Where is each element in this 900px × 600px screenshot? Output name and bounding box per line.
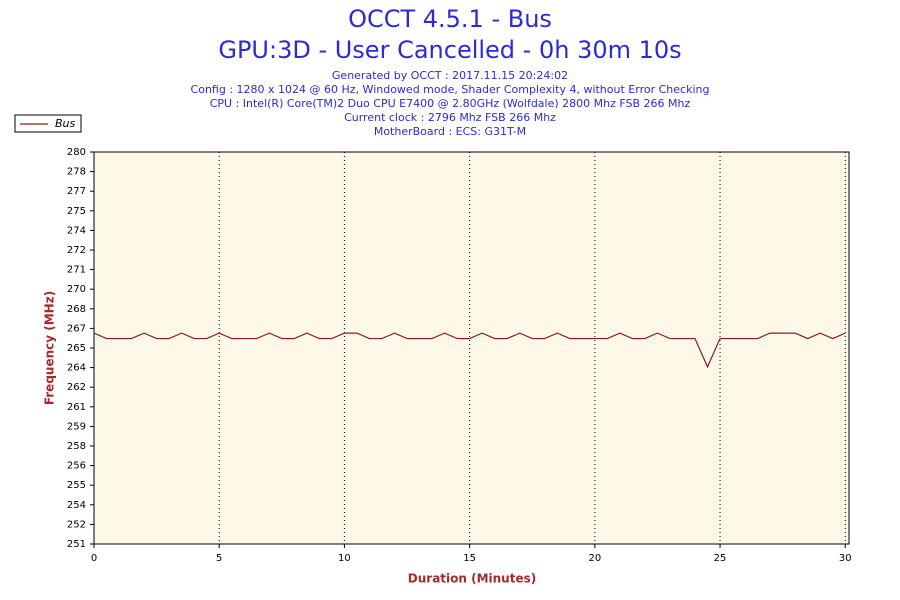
y-tick-label: 277	[67, 186, 86, 197]
x-tick-label: 25	[714, 553, 727, 564]
y-tick-label: 252	[67, 519, 86, 530]
info-line: Current clock : 2796 Mhz FSB 266 Mhz	[344, 111, 556, 124]
y-tick-label: 256	[67, 461, 86, 472]
y-tick-label: 259	[67, 421, 86, 432]
y-tick-label: 261	[67, 402, 86, 413]
y-tick-label: 267	[67, 323, 86, 334]
x-tick-label: 10	[338, 553, 351, 564]
y-tick-label: 278	[67, 167, 86, 178]
y-tick-label: 275	[67, 206, 86, 217]
y-tick-label: 271	[67, 265, 86, 276]
y-tick-label: 274	[67, 225, 86, 236]
plot-area	[94, 152, 849, 544]
x-tick-label: 5	[216, 553, 222, 564]
y-tick-label: 270	[67, 284, 86, 295]
chart-subtitle: GPU:3D - User Cancelled - 0h 30m 10s	[218, 36, 681, 64]
y-tick-label: 262	[67, 382, 86, 393]
x-tick-label: 15	[463, 553, 476, 564]
series-line	[93, 332, 846, 369]
y-tick-label: 268	[67, 304, 86, 315]
info-line: CPU : Intel(R) Core(TM)2 Duo CPU E7400 @…	[210, 97, 691, 110]
y-tick-label: 255	[67, 480, 86, 491]
info-line: Generated by OCCT : 2017.11.15 20:24:02	[332, 69, 568, 82]
plot-frame	[93, 151, 850, 545]
y-axis-title: Frequency (MHz)	[43, 291, 57, 405]
info-line: Config : 1280 x 1024 @ 60 Hz, Windowed m…	[191, 83, 710, 96]
chart-title: OCCT 4.5.1 - Bus	[348, 5, 552, 33]
x-tick-label: 20	[588, 553, 601, 564]
y-tick-label: 258	[67, 441, 86, 452]
y-tick-label: 254	[67, 500, 86, 511]
y-tick-label: 280	[67, 147, 86, 158]
x-tick-label: 30	[839, 553, 852, 564]
y-tick-label: 264	[67, 363, 86, 374]
legend-label: Bus	[55, 117, 76, 130]
y-tick-label: 251	[67, 539, 86, 550]
y-tick-label: 265	[67, 343, 86, 354]
x-tick-label: 0	[91, 553, 97, 564]
info-line: MotherBoard : ECS: G31T-M	[374, 125, 526, 138]
y-tick-label: 272	[67, 245, 86, 256]
x-axis-title: Duration (Minutes)	[408, 572, 536, 586]
